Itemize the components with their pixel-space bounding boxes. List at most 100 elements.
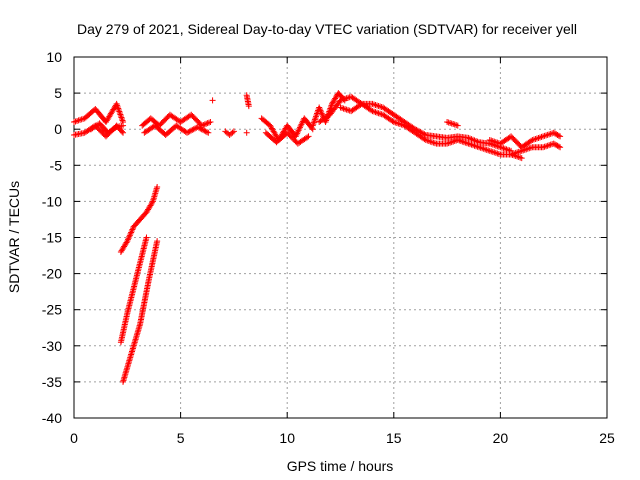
data-point-marker — [77, 116, 84, 123]
data-point-marker — [492, 149, 499, 156]
data-point-marker — [546, 142, 553, 149]
data-point-marker — [517, 148, 524, 155]
data-point-marker — [444, 140, 451, 147]
data-point-marker — [543, 132, 550, 139]
data-point-marker — [316, 104, 323, 111]
data-point-marker — [555, 132, 562, 139]
data-point-marker — [476, 144, 483, 151]
data-point-marker — [445, 140, 452, 147]
y-tick-label: 0 — [54, 121, 62, 137]
data-point-marker — [528, 137, 535, 144]
data-point-marker — [317, 107, 324, 114]
chart-title: Day 279 of 2021, Sidereal Day-to-day VTE… — [77, 21, 577, 37]
data-point-marker — [447, 120, 454, 127]
data-point-marker — [204, 120, 211, 127]
data-point-marker — [515, 154, 522, 161]
x-tick-label: 20 — [493, 430, 509, 446]
data-point-marker — [368, 107, 375, 114]
data-point-marker — [195, 124, 202, 131]
data-point-marker — [535, 134, 542, 141]
data-point-marker — [489, 148, 496, 155]
data-point-marker — [205, 129, 212, 136]
data-point-marker — [536, 134, 543, 141]
data-point-marker — [474, 143, 481, 150]
data-point-marker — [485, 147, 492, 154]
data-point-marker — [123, 239, 130, 246]
data-point-marker — [120, 122, 127, 129]
data-point-marker — [541, 132, 548, 139]
data-point-marker — [316, 105, 323, 112]
data-point-marker — [554, 142, 561, 149]
data-point-marker — [126, 232, 133, 239]
data-point-marker — [480, 145, 487, 152]
x-tick-label: 15 — [386, 430, 402, 446]
y-tick-label: -30 — [42, 338, 62, 354]
data-point-marker — [445, 119, 452, 126]
data-point-marker — [318, 108, 325, 115]
data-points — [71, 90, 564, 385]
data-point-marker — [447, 139, 454, 146]
data-point-marker — [305, 133, 312, 140]
data-point-marker — [538, 133, 545, 140]
data-point-marker — [119, 117, 126, 124]
data-point-marker — [318, 110, 325, 117]
data-point-marker — [191, 125, 198, 132]
x-tick-label: 25 — [599, 430, 615, 446]
data-point-marker — [444, 118, 451, 125]
data-point-marker — [488, 148, 495, 155]
data-point-marker — [118, 114, 125, 121]
x-tick-label: 10 — [279, 430, 295, 446]
data-point-marker — [124, 238, 131, 245]
data-point-marker — [339, 105, 346, 112]
data-point-marker — [457, 138, 464, 145]
data-point-marker — [520, 147, 527, 154]
data-point-marker — [453, 122, 460, 129]
data-point-marker — [451, 121, 458, 128]
data-point-marker — [206, 119, 213, 126]
data-point-marker — [451, 138, 458, 145]
data-point-marker — [207, 118, 214, 125]
data-point-marker — [72, 118, 79, 125]
data-point-marker — [203, 120, 210, 127]
data-point-marker — [311, 118, 318, 125]
grid — [74, 57, 607, 418]
y-tick-label: -20 — [42, 266, 62, 282]
data-point-marker — [203, 129, 210, 136]
data-point-marker — [540, 144, 547, 151]
data-point-marker — [543, 143, 550, 150]
data-point-marker — [126, 233, 133, 240]
data-point-marker — [201, 121, 208, 128]
data-point-marker — [118, 115, 125, 122]
data-point-marker — [201, 127, 208, 134]
data-point-marker — [304, 134, 311, 141]
data-point-marker — [313, 112, 320, 119]
data-point-marker — [312, 115, 319, 122]
data-point-marker — [466, 141, 473, 148]
data-point-marker — [198, 126, 205, 133]
data-point-marker — [124, 236, 131, 243]
data-point-marker — [197, 125, 204, 132]
data-point-marker — [185, 129, 192, 136]
data-point-marker — [517, 154, 524, 161]
data-point-marker — [369, 100, 376, 107]
data-point-marker — [371, 101, 378, 108]
data-point-marker — [488, 137, 495, 144]
data-point-marker — [503, 146, 510, 153]
data-point-marker — [456, 137, 463, 144]
data-point-marker — [540, 133, 547, 140]
data-point-marker — [495, 150, 502, 157]
data-point-marker — [80, 115, 87, 122]
data-point-marker — [243, 129, 250, 136]
data-point-marker — [374, 102, 381, 109]
data-point-marker — [551, 141, 558, 148]
y-tick-label: -35 — [42, 374, 62, 390]
data-point-marker — [554, 131, 561, 138]
data-point-marker — [501, 145, 508, 152]
data-point-marker — [450, 121, 457, 128]
data-point-marker — [482, 146, 489, 153]
x-tick-label: 0 — [70, 430, 78, 446]
data-point-marker — [374, 109, 381, 116]
y-tick-label: -40 — [42, 410, 62, 426]
axis-tick-labels: 0 5 10 15 20 25 -40 -35 -30 -25 -20 -15 -10 -5 0 5 10 — [42, 49, 615, 446]
